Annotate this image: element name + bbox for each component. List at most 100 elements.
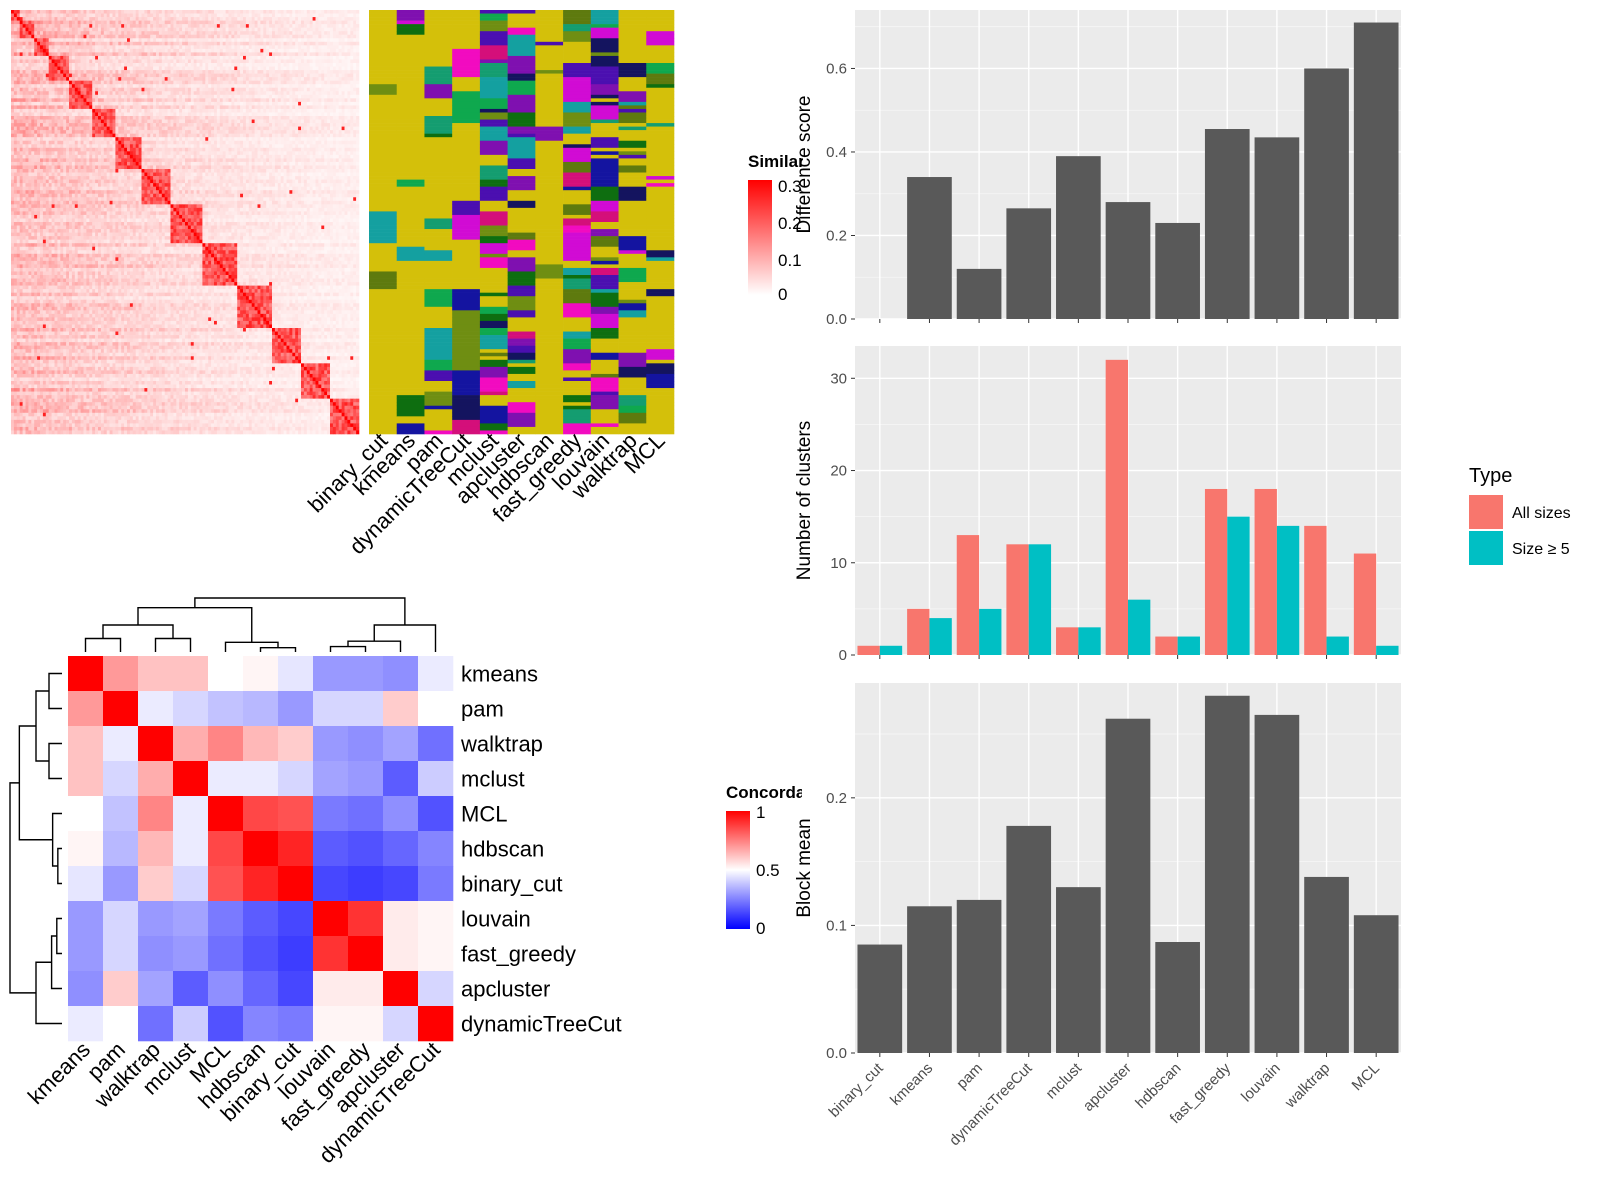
similarity-cell <box>245 126 250 131</box>
similarity-cell <box>219 123 223 127</box>
similarity-cell <box>214 147 218 152</box>
similarity-cell <box>341 87 345 92</box>
similarity-cell <box>199 45 203 50</box>
similarity-cell <box>298 52 302 57</box>
similarity-cell <box>37 20 41 25</box>
similarity-cell <box>66 80 70 85</box>
similarity-cell <box>115 140 119 145</box>
similarity-cell <box>219 77 223 81</box>
similarity-cell <box>161 130 165 134</box>
similarity-cell <box>341 63 345 67</box>
similarity-cell <box>199 94 203 99</box>
similarity-cell <box>254 91 258 96</box>
similarity-cell <box>156 34 160 39</box>
similarity-cell <box>45 45 49 50</box>
similarity-cell <box>173 13 177 18</box>
similarity-cell <box>164 34 168 39</box>
similarity-cell <box>153 130 157 134</box>
similarity-cell <box>315 34 319 39</box>
similarity-cell <box>167 77 171 81</box>
similarity-cell <box>205 91 209 96</box>
similarity-cell <box>40 38 44 43</box>
similarity-cell <box>272 137 276 142</box>
similarity-cell <box>173 126 177 131</box>
similarity-cell <box>219 66 223 71</box>
similarity-cell <box>138 73 142 78</box>
similarity-cell <box>248 48 252 53</box>
similarity-cell <box>274 87 279 92</box>
similarity-cell <box>16 137 20 142</box>
similarity-cell <box>45 20 49 25</box>
similarity-cell <box>309 10 313 14</box>
similarity-cell <box>240 38 244 43</box>
similarity-cell <box>37 112 41 117</box>
similarity-cell <box>161 80 165 85</box>
similarity-cell <box>257 20 261 25</box>
similarity-cell <box>173 55 177 60</box>
similarity-cell <box>121 140 125 145</box>
similarity-cell <box>31 112 35 117</box>
similarity-cell <box>153 144 157 149</box>
similarity-cell <box>121 80 125 85</box>
similarity-cell <box>187 66 192 71</box>
similarity-cell <box>234 154 238 159</box>
similarity-cell <box>301 48 305 53</box>
similarity-cell <box>115 17 119 21</box>
similarity-cell <box>216 133 221 138</box>
similarity-cell <box>158 63 163 67</box>
similarity-cell <box>196 144 200 149</box>
similarity-cell <box>54 140 58 145</box>
similarity-cell <box>324 73 328 78</box>
similarity-cell <box>158 34 163 39</box>
similarity-cell <box>260 13 264 18</box>
similarity-cell <box>19 34 23 39</box>
similarity-cell <box>63 140 67 145</box>
similarity-cell <box>60 91 64 96</box>
similarity-cell <box>109 13 113 18</box>
similarity-cell <box>135 27 139 32</box>
similarity-cell <box>106 70 110 74</box>
similarity-cell <box>289 147 293 152</box>
similarity-cell <box>150 66 154 71</box>
similarity-cell <box>263 108 267 113</box>
similarity-cell <box>211 38 215 43</box>
similarity-cell <box>214 10 218 14</box>
similarity-cell <box>89 98 93 103</box>
similarity-cell <box>34 77 38 81</box>
similarity-cell <box>153 84 157 89</box>
similarity-cell <box>266 140 270 145</box>
similarity-cell <box>214 105 218 110</box>
similarity-cell <box>25 34 29 39</box>
similarity-cell <box>173 151 177 156</box>
similarity-cell <box>25 27 29 32</box>
similarity-cell <box>170 80 174 85</box>
similarity-cell <box>312 34 316 39</box>
similarity-cell <box>22 10 26 14</box>
similarity-cell <box>13 70 18 74</box>
similarity-cell <box>66 10 70 14</box>
similarity-cell <box>112 123 116 127</box>
similarity-cell <box>231 41 235 46</box>
similarity-cell <box>228 52 232 57</box>
similarity-cell <box>135 17 139 21</box>
similarity-cell <box>158 154 163 159</box>
similarity-cell <box>161 48 165 53</box>
similarity-cell <box>45 10 49 14</box>
similarity-cell <box>254 98 258 103</box>
similarity-cell <box>115 137 119 142</box>
similarity-cell <box>298 10 302 14</box>
similarity-cell <box>303 27 308 32</box>
similarity-cell <box>251 119 255 124</box>
similarity-cell <box>11 151 15 156</box>
similarity-cell <box>237 123 241 127</box>
similarity-cell <box>34 52 38 57</box>
similarity-cell <box>37 17 41 21</box>
similarity-cell <box>231 59 235 64</box>
similarity-cell <box>31 84 35 89</box>
similarity-cell <box>318 13 322 18</box>
similarity-cell <box>190 105 194 110</box>
similarity-cell <box>350 133 354 138</box>
similarity-cell <box>182 41 186 46</box>
similarity-cell <box>42 108 47 113</box>
similarity-cell <box>240 137 244 142</box>
